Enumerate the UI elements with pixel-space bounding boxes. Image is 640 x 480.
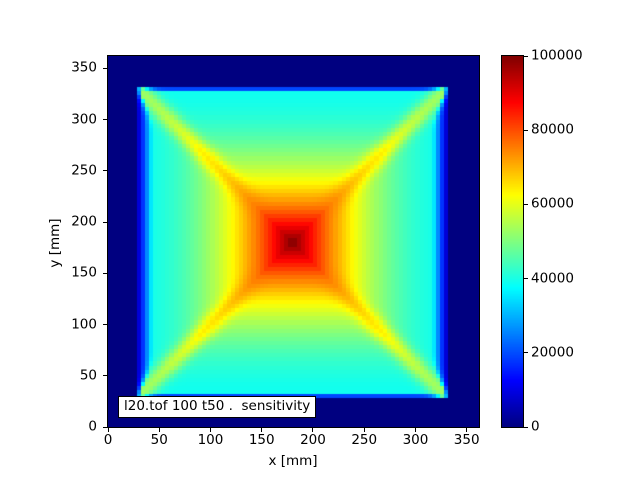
colorbar-tick-label: 100000 <box>531 47 583 64</box>
y-tick-label: 200 <box>71 213 97 230</box>
colorbar-tick-label: 40000 <box>531 270 574 287</box>
y-tick <box>103 426 107 428</box>
x-axis-label: x [mm] <box>268 453 318 469</box>
colorbar-tick-label: 80000 <box>531 121 574 138</box>
x-tick-label: 150 <box>248 432 275 448</box>
x-tick-label: 250 <box>351 432 378 448</box>
x-tick <box>414 428 416 432</box>
y-tick-label: 0 <box>88 418 97 435</box>
y-tick-label: 250 <box>71 162 97 179</box>
colorbar-tick-label: 0 <box>531 418 540 435</box>
x-tick <box>261 428 263 432</box>
heatmap-canvas <box>108 56 479 427</box>
colorbar-canvas <box>502 56 523 427</box>
colorbar <box>501 55 524 428</box>
annotation-text: l20.tof 100 t50 . sensitivity <box>124 398 311 414</box>
x-tick <box>158 428 160 432</box>
plot-area <box>107 55 480 428</box>
colorbar-tick <box>524 55 528 57</box>
y-tick <box>103 119 107 121</box>
y-tick <box>103 324 107 325</box>
x-tick-label: 100 <box>197 432 224 448</box>
x-tick <box>312 428 314 432</box>
colorbar-tick <box>524 203 528 205</box>
x-tick-label: 350 <box>453 432 480 448</box>
y-tick <box>103 272 107 274</box>
colorbar-tick-label: 60000 <box>531 195 574 212</box>
x-tick-label: 300 <box>402 432 429 448</box>
x-tick <box>363 428 365 432</box>
colorbar-tick <box>524 352 528 354</box>
x-tick-label: 0 <box>103 432 113 448</box>
colorbar-tick-label: 20000 <box>531 344 574 361</box>
annotation-box: l20.tof 100 t50 . sensitivity <box>118 396 317 418</box>
y-tick-label: 150 <box>71 264 97 281</box>
y-tick <box>103 375 107 377</box>
x-tick <box>107 428 109 432</box>
y-tick <box>103 170 107 172</box>
y-tick <box>103 67 107 69</box>
x-tick <box>209 428 211 432</box>
y-tick-label: 350 <box>71 59 97 76</box>
x-tick <box>466 428 468 432</box>
y-tick-label: 100 <box>71 316 97 333</box>
y-tick <box>103 221 107 223</box>
colorbar-tick <box>524 129 528 131</box>
colorbar-tick <box>524 278 528 280</box>
y-tick-label: 300 <box>71 111 97 128</box>
colorbar-tick <box>524 426 528 428</box>
y-tick-label: 50 <box>79 367 97 384</box>
y-axis-label: y [mm] <box>47 218 63 268</box>
x-tick-label: 200 <box>300 432 326 448</box>
x-tick-label: 50 <box>150 432 168 448</box>
